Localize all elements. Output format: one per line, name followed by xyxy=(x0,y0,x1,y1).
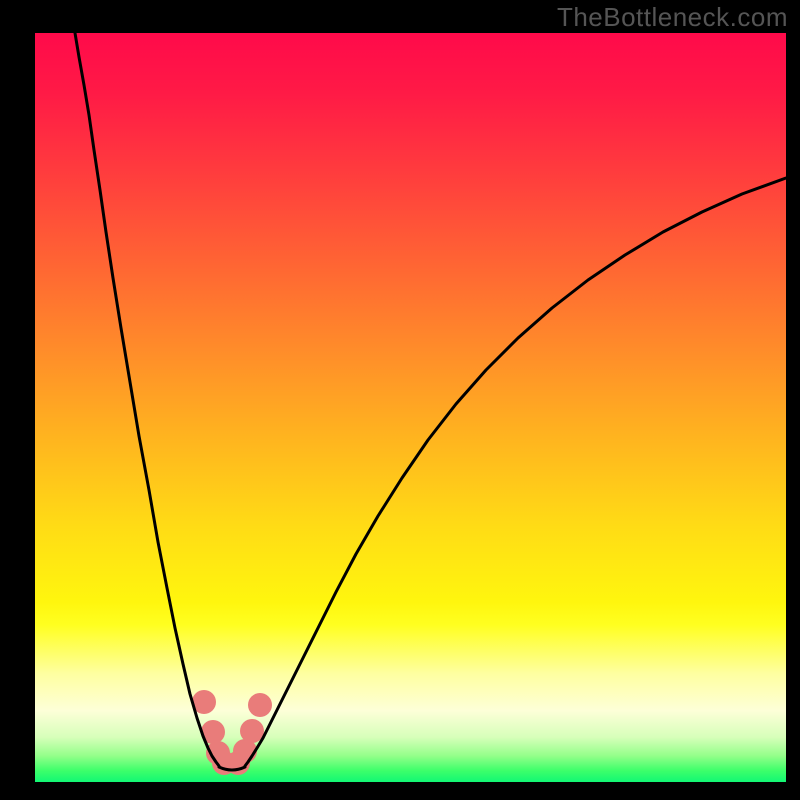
curve-marker xyxy=(240,719,264,743)
right-curve xyxy=(245,178,786,766)
curves-group xyxy=(75,33,786,770)
curve-layer xyxy=(0,0,800,800)
chart-root: TheBottleneck.com xyxy=(0,0,800,800)
curve-marker xyxy=(248,693,272,717)
left-curve xyxy=(75,33,219,766)
watermark-text: TheBottleneck.com xyxy=(557,2,788,33)
markers-group xyxy=(192,690,272,775)
